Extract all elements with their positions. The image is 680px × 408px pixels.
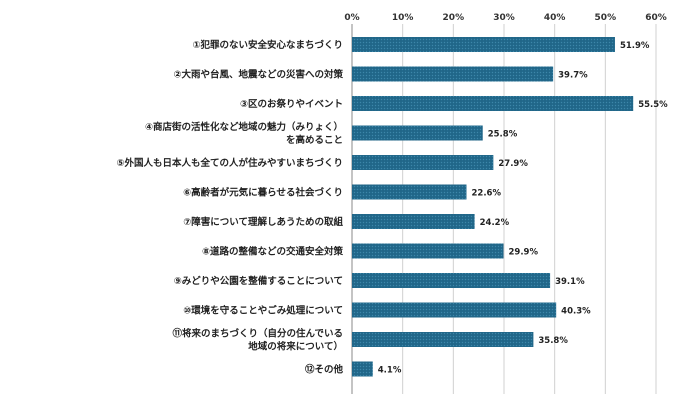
value-labels: 51.9% 39.7% 55.5% 25.8% 27.9% 22.6% 24.2% 29.9%… [378, 41, 668, 376]
bar [352, 214, 475, 229]
bar [352, 37, 615, 52]
bar [352, 243, 504, 259]
value-label: 39.1% [555, 277, 585, 287]
x-tick-label: 40% [544, 13, 566, 23]
category-label: ⑫その他 [305, 364, 344, 376]
x-tick-label: 50% [595, 13, 617, 23]
category-label: 地域の将来について） [248, 341, 343, 353]
category-label: ⑪将来のまちづくり（自分の住んでいる [172, 328, 343, 340]
grid [351, 24, 657, 394]
category-label: を高めること [286, 134, 343, 146]
category-label: ①犯罪のない安全安心なまちづくり [192, 39, 343, 51]
bar [352, 302, 557, 318]
x-tick-label: 60% [645, 13, 667, 23]
category-label: ⑩環境を守ることやごみ処理について [183, 305, 343, 317]
category-label: ③区のお祭りやイベント [240, 98, 343, 110]
value-label: 39.7% [558, 71, 588, 81]
category-label: ⑧道路の整備などの交通安全対策 [202, 246, 344, 258]
bar [352, 125, 483, 141]
bar [352, 361, 373, 377]
bar [352, 184, 467, 200]
value-label: 35.8% [538, 336, 568, 346]
value-label: 40.3% [561, 307, 591, 317]
value-label: 22.6% [472, 189, 502, 199]
value-label: 51.9% [620, 41, 650, 51]
x-axis-ticks: 0% 10% 20% 30% 40% 50% 60% [344, 13, 666, 23]
bar [352, 155, 494, 170]
x-tick-label: 0% [344, 13, 359, 23]
category-label: ⑨みどりや公園を整備することについて [174, 275, 343, 287]
value-label: 25.8% [488, 130, 518, 140]
category-label: ⑤外国人も日本人も全ての人が住みやすいまちづくり [116, 157, 343, 169]
category-label: ⑦障害について理解しあうための取組 [183, 216, 343, 228]
bars [352, 37, 634, 377]
x-tick-label: 20% [443, 13, 465, 23]
value-label: 29.9% [508, 248, 538, 258]
category-label: ②大雨や台風、地震などの災害への対策 [173, 69, 343, 81]
bar [352, 332, 534, 347]
value-label: 24.2% [480, 218, 510, 228]
bar [352, 96, 634, 111]
value-label: 4.1% [378, 366, 402, 376]
bar [352, 66, 554, 82]
value-label: 27.9% [498, 159, 528, 169]
category-label: ④商店街の活性化など地域の魅力（みりょく） [145, 121, 343, 133]
bar [352, 273, 551, 288]
x-tick-label: 10% [392, 13, 414, 23]
category-labels: ①犯罪のない安全安心なまちづくり ②大雨や台風、地震などの災害への対策 ③区のお祭り… [116, 39, 343, 376]
value-label: 55.5% [638, 100, 668, 110]
category-label: ⑥高齢者が元気に暮らせる社会づくり [183, 187, 343, 199]
x-tick-label: 30% [493, 13, 515, 23]
